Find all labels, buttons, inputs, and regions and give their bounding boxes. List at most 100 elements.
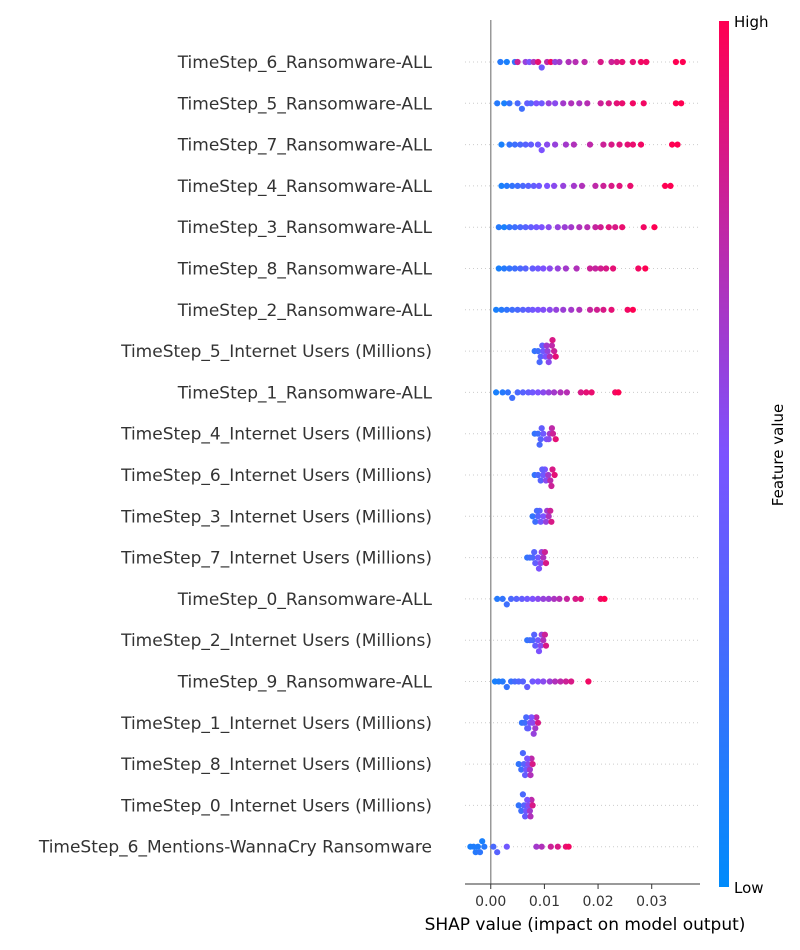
shap-point xyxy=(542,353,549,360)
shap-point xyxy=(548,425,556,432)
shap-point xyxy=(529,719,536,726)
shap-point xyxy=(629,58,637,66)
shap-point xyxy=(533,507,541,514)
shap-point xyxy=(509,394,516,401)
feature-label: TimeStep_1_Ransomware-ALL xyxy=(177,383,433,403)
shap-point xyxy=(552,353,559,360)
shap-point xyxy=(538,64,545,71)
shap-point xyxy=(543,342,550,349)
shap-point xyxy=(556,595,563,603)
x-axis-title: SHAP value (impact on model output) xyxy=(425,915,746,935)
shap-point xyxy=(540,637,547,644)
shap-point xyxy=(549,430,557,437)
shap-point xyxy=(503,306,510,313)
shap-point xyxy=(597,58,604,66)
feature-label: TimeStep_8_Ransomware-ALL xyxy=(177,260,433,280)
feature-label: TimeStep_7_Ransomware-ALL xyxy=(177,136,433,156)
shap-point xyxy=(583,389,590,396)
shap-point xyxy=(548,518,555,525)
x-tick-label: 0.01 xyxy=(529,894,560,910)
row-guides xyxy=(465,61,700,848)
shap-point xyxy=(522,772,529,779)
shap-point xyxy=(572,58,579,66)
shap-point xyxy=(527,141,535,148)
shap-point xyxy=(525,802,532,809)
shap-point xyxy=(498,306,505,313)
shap-point xyxy=(554,843,561,850)
shap-point xyxy=(528,714,535,721)
shap-point xyxy=(537,477,544,484)
shap-point xyxy=(619,100,626,107)
shap-point xyxy=(608,182,615,189)
shap-point xyxy=(534,513,542,520)
shap-point xyxy=(538,224,545,231)
shap-point xyxy=(667,182,674,189)
shap-point xyxy=(494,595,501,603)
shap-point xyxy=(542,560,550,567)
shap-point xyxy=(542,642,550,649)
shap-point xyxy=(552,436,559,443)
shap-point xyxy=(509,306,516,313)
shap-point xyxy=(514,182,521,189)
shap-point xyxy=(643,58,650,66)
shap-point xyxy=(519,750,527,757)
shap-point xyxy=(519,306,527,313)
shap-point xyxy=(529,513,536,520)
colorbar-low-label: Low xyxy=(734,879,764,897)
shap-point xyxy=(679,58,686,66)
shap-point xyxy=(520,802,528,809)
shap-point xyxy=(600,306,607,313)
shap-point xyxy=(497,58,504,66)
feature-label: TimeStep_8_Internet Users (Millions) xyxy=(120,755,432,775)
shap-point xyxy=(624,141,631,148)
shap-point xyxy=(518,595,526,603)
shap-point xyxy=(527,100,535,107)
shap-point xyxy=(672,100,680,107)
shap-point xyxy=(501,224,508,231)
shap-point xyxy=(537,642,544,649)
shap-point xyxy=(537,518,544,525)
shap-point xyxy=(527,813,534,820)
shap-point xyxy=(537,436,544,443)
shap-point xyxy=(551,389,558,396)
shap-point xyxy=(535,565,543,572)
shap-point xyxy=(529,761,536,768)
shap-point xyxy=(540,471,547,479)
shap-point xyxy=(532,560,539,567)
shap-point xyxy=(521,719,528,726)
shap-point xyxy=(499,678,506,685)
shap-point xyxy=(576,100,583,107)
shap-point xyxy=(519,791,527,798)
feature-label: TimeStep_2_Internet Users (Millions) xyxy=(120,631,432,651)
shap-point xyxy=(545,224,552,231)
feature-label: TimeStep_5_Internet Users (Millions) xyxy=(120,342,432,362)
shap-point xyxy=(504,389,511,396)
shap-point xyxy=(545,436,552,443)
shap-point xyxy=(522,224,529,231)
shap-point xyxy=(529,554,536,561)
shap-point xyxy=(542,518,550,525)
shap-point xyxy=(503,843,510,850)
shap-point xyxy=(513,595,520,603)
shap-point xyxy=(539,466,546,473)
shap-point xyxy=(560,100,567,107)
shap-point xyxy=(472,849,479,856)
shap-point xyxy=(538,843,545,850)
shap-point xyxy=(537,353,544,360)
shap-point xyxy=(545,359,552,366)
shap-point xyxy=(616,182,623,189)
shap-point xyxy=(534,678,542,685)
shap-point xyxy=(495,224,502,231)
feature-label: TimeStep_6_Ransomware-ALL xyxy=(177,53,433,73)
shap-point xyxy=(534,265,542,272)
shap-point xyxy=(586,141,594,148)
shap-point xyxy=(669,141,676,148)
shap-point xyxy=(534,58,542,66)
shap-point xyxy=(613,100,620,107)
shap-point xyxy=(570,182,578,189)
shap-point xyxy=(608,141,615,148)
feature-label: TimeStep_1_Internet Users (Millions) xyxy=(120,714,432,734)
shap-point xyxy=(522,141,529,148)
shap-point xyxy=(503,58,510,66)
